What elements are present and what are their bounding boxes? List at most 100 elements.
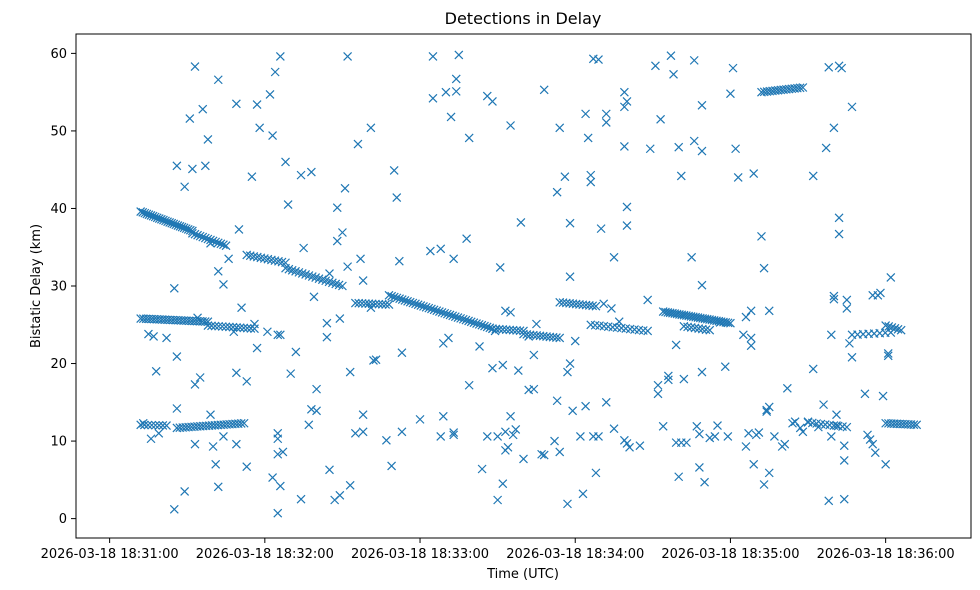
detection-marker	[635, 441, 645, 451]
detection-marker	[488, 97, 497, 106]
detection-marker	[762, 407, 772, 417]
detection-marker	[428, 93, 438, 103]
y-tick-label: 40	[50, 202, 67, 217]
detection-marker	[754, 428, 764, 437]
detection-marker	[878, 391, 888, 401]
detection-marker	[262, 327, 272, 337]
detection-marker	[143, 420, 153, 430]
detection-marker	[377, 299, 387, 309]
detection-marker	[245, 251, 255, 261]
detection-marker	[829, 123, 839, 133]
detection-marker	[676, 171, 686, 181]
detection-marker	[832, 410, 841, 420]
detection-marker	[697, 367, 707, 377]
detection-marker	[464, 316, 474, 326]
detection-marker	[154, 420, 164, 430]
detection-marker	[436, 244, 446, 254]
detection-marker	[270, 67, 280, 77]
detection-marker	[358, 276, 368, 285]
detection-marker	[912, 420, 922, 430]
detection-marker	[450, 312, 460, 322]
detection-marker	[237, 303, 246, 313]
detection-marker	[824, 496, 834, 506]
detection-marker	[268, 131, 278, 140]
detection-marker	[682, 438, 691, 448]
detection-marker	[256, 253, 266, 263]
detection-marker	[887, 322, 897, 332]
y-tick-label: 50	[50, 124, 67, 139]
detection-marker	[506, 121, 515, 130]
detection-marker	[448, 311, 458, 321]
detection-marker	[495, 262, 505, 272]
detection-marker	[187, 228, 197, 238]
detection-marker	[477, 320, 487, 330]
detection-marker	[421, 302, 431, 312]
detection-marker	[746, 333, 756, 343]
detection-marker	[195, 231, 205, 241]
detection-marker	[236, 419, 246, 428]
detection-marker	[416, 301, 426, 310]
detection-marker	[219, 280, 228, 289]
detection-marker	[881, 459, 891, 469]
detection-marker	[273, 508, 283, 518]
detection-marker	[278, 447, 288, 457]
detection-marker	[169, 504, 179, 514]
detection-marker	[643, 295, 653, 305]
detection-marker	[306, 404, 316, 414]
detection-marker	[834, 229, 844, 239]
detection-marker	[449, 430, 459, 440]
detection-marker	[731, 144, 741, 154]
detection-marker	[477, 464, 487, 474]
detection-marker	[335, 314, 345, 323]
detection-marker	[242, 323, 252, 333]
detection-marker	[511, 425, 521, 434]
detection-marker	[242, 462, 252, 472]
detection-marker	[445, 310, 455, 320]
detection-marker	[187, 164, 197, 174]
detection-marker	[700, 477, 709, 487]
detection-marker	[345, 367, 355, 377]
detection-marker	[498, 360, 508, 370]
detection-marker	[650, 61, 660, 71]
detection-marker	[231, 99, 241, 109]
detection-marker	[200, 233, 210, 243]
detection-marker	[591, 468, 601, 478]
detection-marker	[367, 299, 377, 309]
detection-marker	[886, 273, 896, 282]
detection-marker	[338, 228, 347, 237]
detection-marker	[829, 294, 839, 304]
detection-marker	[250, 324, 259, 334]
detection-marker	[147, 420, 157, 430]
detection-marker	[335, 490, 345, 500]
detection-marker	[821, 143, 831, 153]
detection-marker	[493, 432, 503, 441]
detection-marker	[808, 364, 818, 374]
detection-marker	[588, 301, 598, 311]
detection-marker	[847, 102, 857, 112]
detection-marker	[200, 161, 210, 171]
detection-marker	[674, 142, 684, 152]
detection-marker	[764, 468, 774, 478]
detection-marker	[291, 266, 300, 276]
detection-marker	[301, 270, 311, 279]
detection-marker	[469, 318, 479, 328]
detection-marker	[506, 411, 515, 421]
detection-marker	[658, 421, 668, 431]
detection-marker	[555, 447, 565, 457]
detection-marker	[694, 429, 704, 439]
detection-marker	[565, 359, 575, 368]
detection-marker	[311, 273, 321, 283]
x-tick-label: 2026-03-18 18:36:00	[817, 547, 955, 562]
detection-marker	[674, 472, 684, 482]
detection-marker	[283, 200, 293, 210]
detection-marker	[195, 373, 205, 382]
detection-marker	[338, 281, 347, 291]
detection-marker	[462, 234, 472, 244]
detection-marker	[788, 418, 797, 428]
detection-marker	[537, 449, 547, 459]
detection-marker	[340, 183, 350, 193]
detection-marker	[428, 52, 438, 61]
detection-marker	[694, 324, 704, 333]
detection-marker	[663, 371, 673, 381]
detection-marker	[228, 322, 238, 332]
